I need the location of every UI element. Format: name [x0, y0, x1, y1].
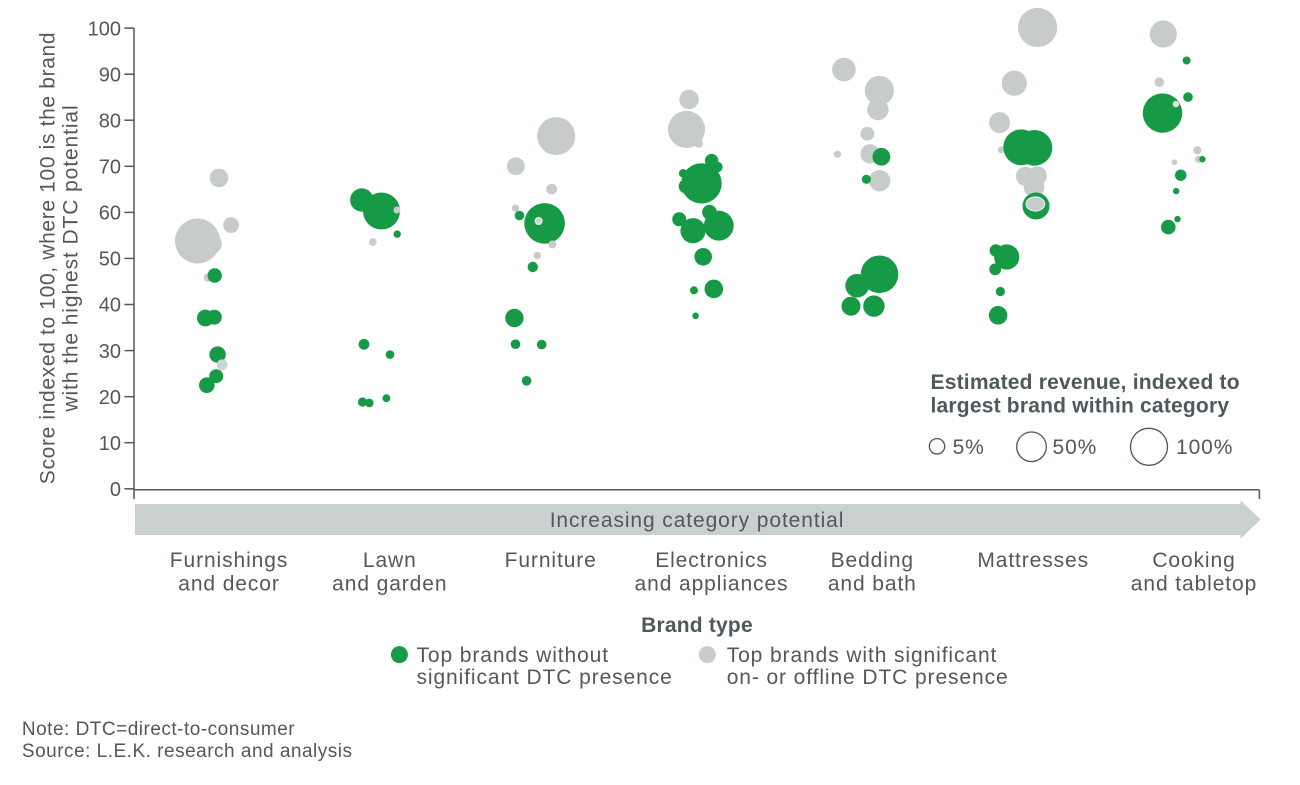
svg-text:Mattresses: Mattresses [977, 549, 1089, 572]
svg-text:on- or offline DTC presence: on- or offline DTC presence [727, 666, 1009, 689]
svg-text:and tabletop: and tabletop [1131, 573, 1257, 596]
svg-text:largest brand within category: largest brand within category [931, 395, 1230, 418]
svg-text:Lawn: Lawn [363, 549, 417, 572]
svg-text:50: 50 [99, 249, 121, 271]
svg-text:Top brands with significant: Top brands with significant [727, 644, 998, 667]
svg-text:5%: 5% [953, 436, 985, 459]
svg-text:Furniture: Furniture [505, 549, 597, 572]
svg-text:50%: 50% [1053, 436, 1098, 459]
svg-text:90: 90 [99, 64, 121, 86]
svg-text:Increasing category potential: Increasing category potential [550, 509, 845, 532]
svg-text:and garden: and garden [332, 573, 447, 596]
svg-text:Estimated revenue, indexed to: Estimated revenue, indexed to [931, 371, 1240, 394]
svg-text:Brand type: Brand type [641, 614, 753, 637]
svg-text:30: 30 [99, 341, 121, 363]
svg-text:Note: DTC=direct-to-consumer: Note: DTC=direct-to-consumer [22, 719, 295, 740]
svg-text:and bath: and bath [828, 573, 917, 596]
svg-text:Score indexed to 100, where 10: Score indexed to 100, where 100 is the b… [37, 32, 60, 484]
svg-text:Top brands without: Top brands without [417, 644, 609, 667]
svg-text:and decor: and decor [178, 573, 280, 596]
svg-text:significant DTC presence: significant DTC presence [417, 666, 673, 689]
svg-text:0: 0 [110, 479, 121, 501]
svg-text:70: 70 [99, 157, 121, 179]
svg-text:100: 100 [88, 18, 121, 40]
svg-text:Cooking: Cooking [1152, 549, 1235, 572]
svg-text:100%: 100% [1176, 436, 1233, 459]
svg-text:and appliances: and appliances [635, 573, 789, 596]
svg-text:Furnishings: Furnishings [170, 549, 288, 572]
svg-text:80: 80 [99, 110, 121, 132]
svg-text:with the highest DTC potential: with the highest DTC potential [60, 104, 83, 412]
svg-text:Bedding: Bedding [831, 549, 914, 572]
svg-text:40: 40 [99, 295, 121, 317]
svg-text:20: 20 [99, 387, 121, 409]
svg-text:60: 60 [99, 203, 121, 225]
svg-text:Electronics: Electronics [655, 549, 768, 572]
svg-text:Source: L.E.K. research and an: Source: L.E.K. research and analysis [22, 741, 353, 762]
svg-text:10: 10 [99, 433, 121, 455]
